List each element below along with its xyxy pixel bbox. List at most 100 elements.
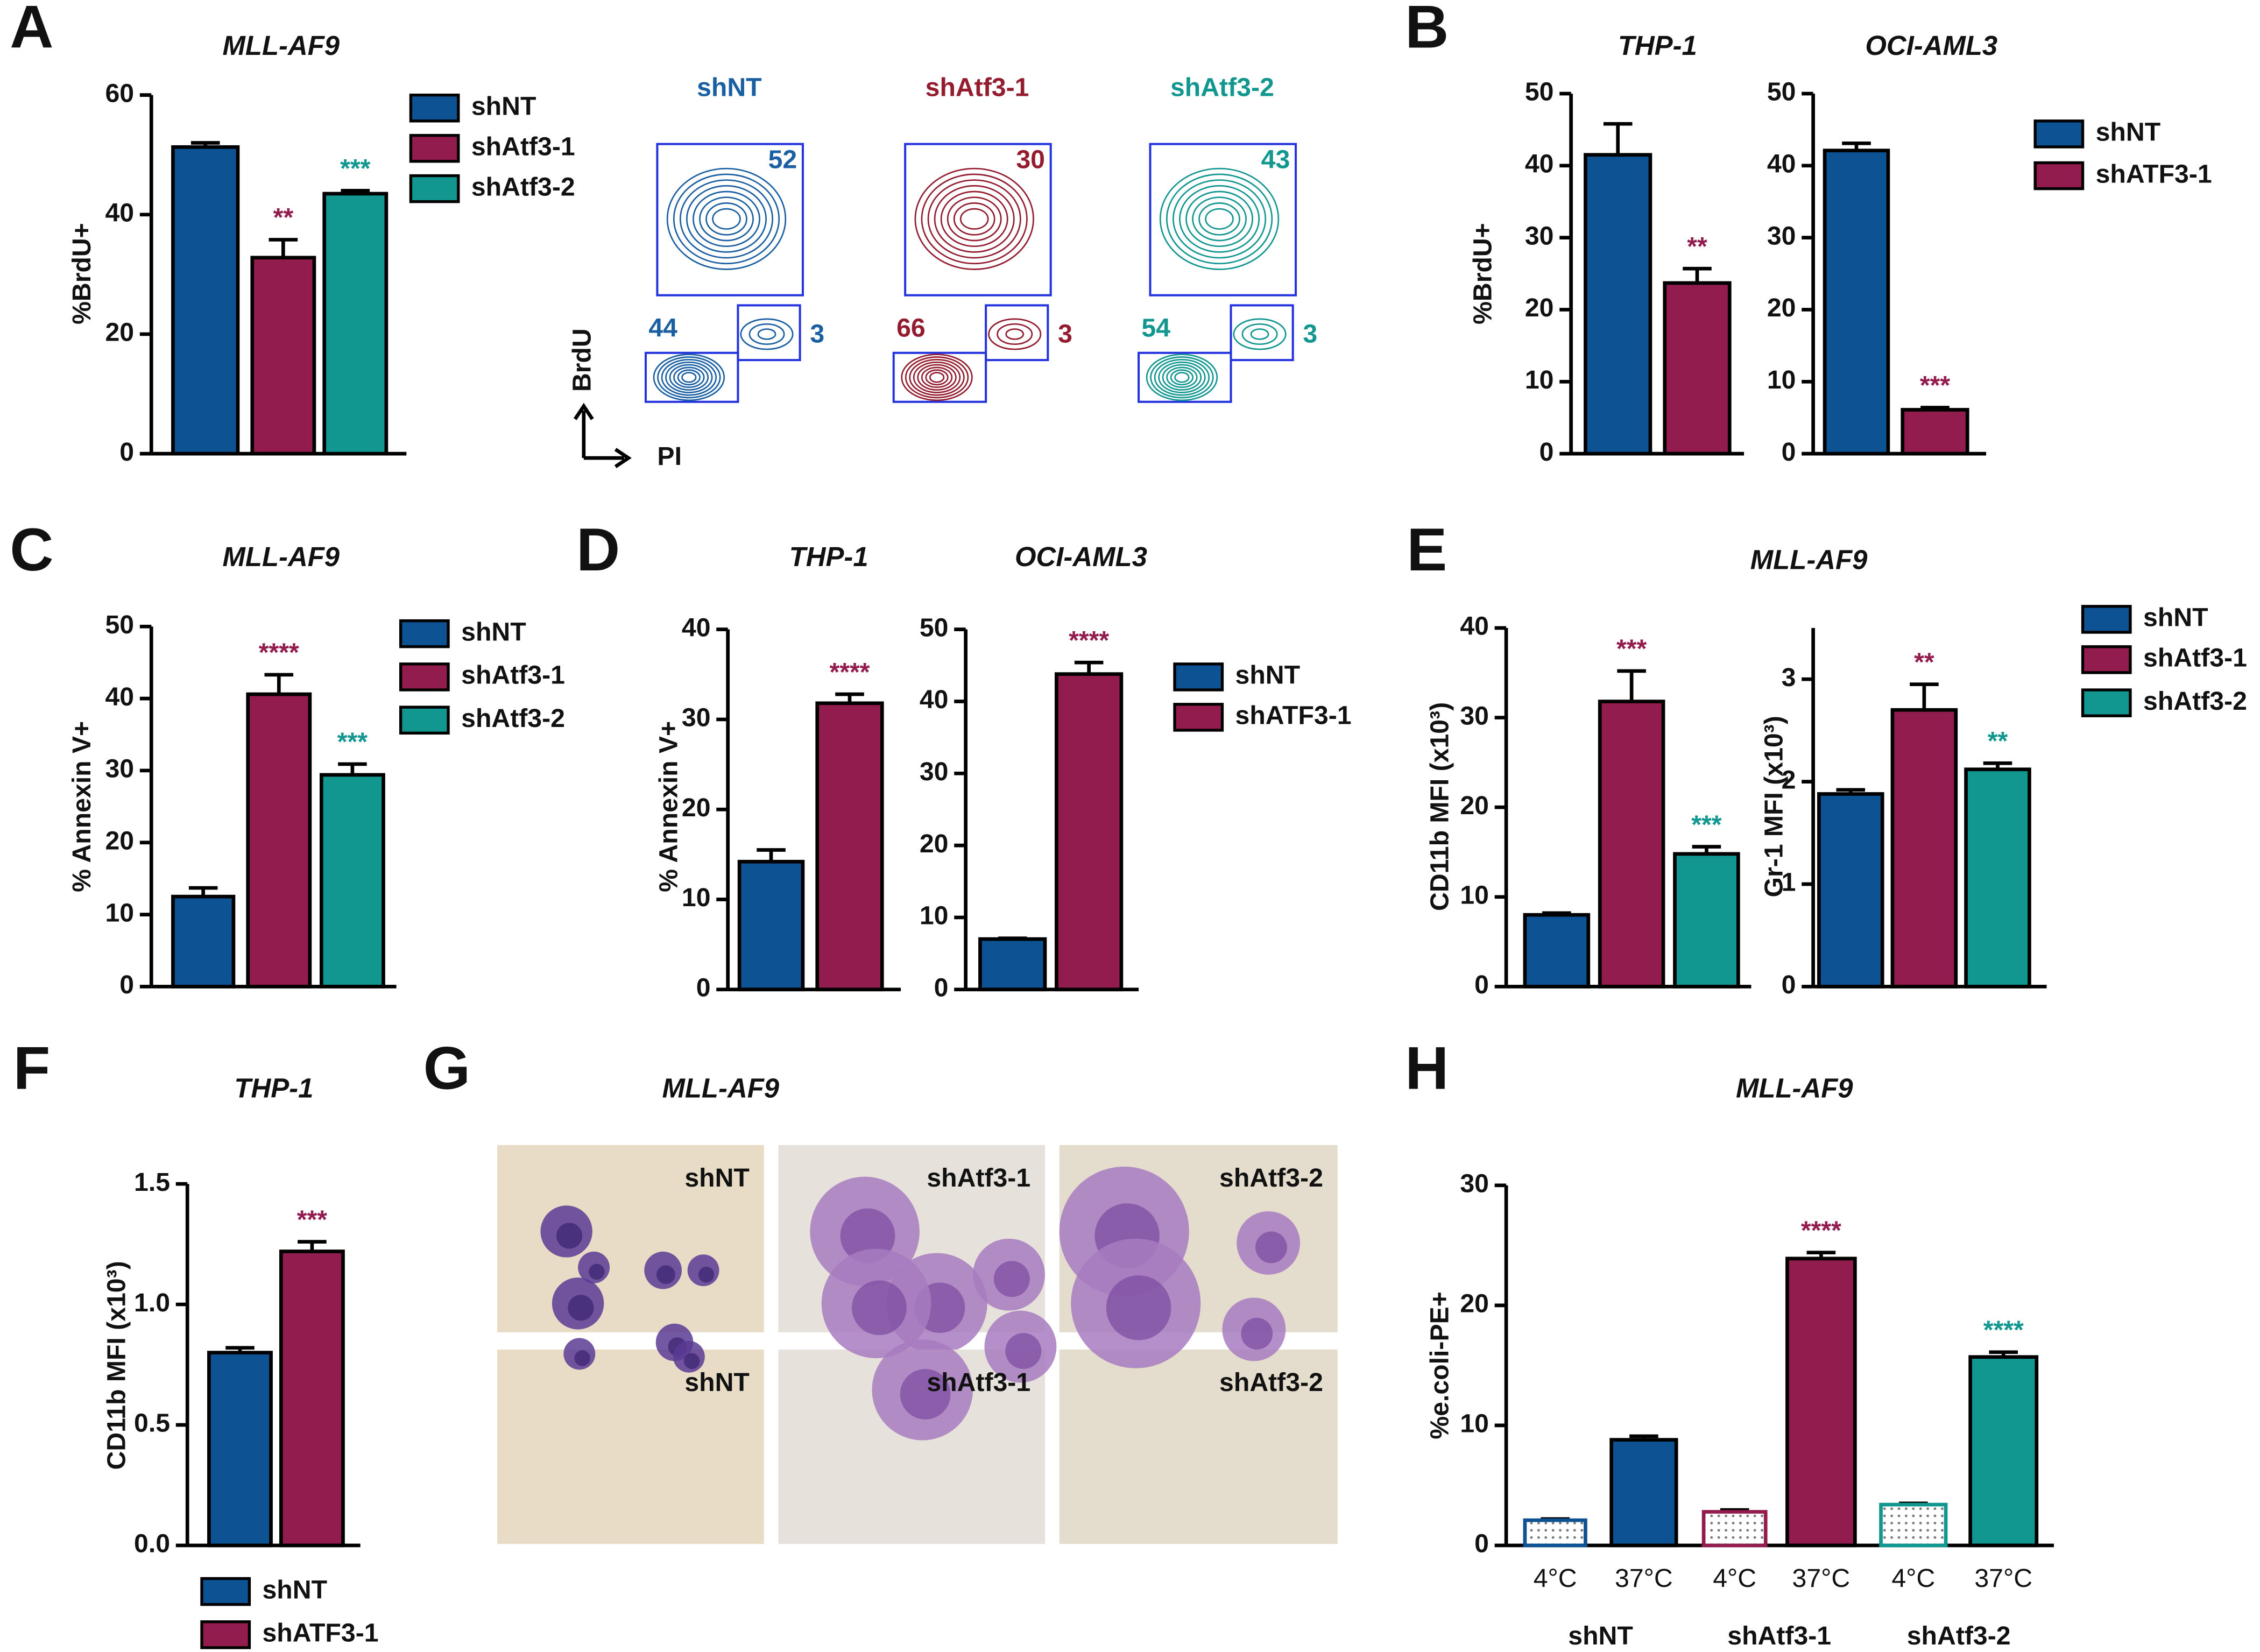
micrograph: [497, 1349, 764, 1544]
contour: [1205, 208, 1234, 230]
nucleus: [993, 1261, 1030, 1297]
bar: [322, 192, 389, 456]
y-tick-label: 1.5: [134, 1168, 170, 1197]
bar: [1609, 1438, 1678, 1548]
y-tick-label: 30: [1460, 701, 1489, 730]
y-tick-label: 10: [1767, 365, 1796, 394]
contour: [959, 208, 989, 230]
nucleus: [1255, 1231, 1287, 1263]
y-tick-label: 10: [682, 883, 711, 912]
significance: **: [1988, 727, 2008, 756]
contour: [953, 202, 995, 236]
significance: ***: [1920, 371, 1951, 400]
legend-label: shNT: [1235, 661, 1301, 690]
contour: [666, 167, 787, 270]
y-tick-label: 40: [105, 199, 134, 228]
contour: [934, 185, 1015, 253]
contour: [1166, 366, 1198, 389]
legend-label: shATF3-1: [2096, 159, 2212, 188]
subplot-title: THP-1: [789, 541, 868, 572]
contour: [1154, 358, 1210, 396]
contour: [1198, 202, 1240, 236]
bar: [1823, 149, 1890, 456]
contour: [917, 364, 957, 391]
y-tick-label: 50: [920, 613, 949, 642]
nucleus: [1005, 1333, 1042, 1369]
nucleus: [683, 1353, 700, 1369]
legend-swatch: [399, 662, 450, 691]
micrograph-label: shNT: [684, 1368, 750, 1397]
legend-label: shAtf3-2: [471, 172, 575, 201]
bar: [978, 937, 1047, 992]
group-label: shNT: [1568, 1621, 1633, 1650]
nucleus: [852, 1280, 907, 1336]
gate: [1138, 351, 1232, 403]
contour: [929, 372, 945, 383]
contour: [1005, 328, 1025, 340]
y-tick-label: 0: [1474, 970, 1489, 999]
micrograph-label: shNT: [684, 1163, 750, 1192]
nucleus: [1241, 1318, 1273, 1350]
y-tick-label: 10: [1460, 1409, 1489, 1438]
legend-swatch: [2033, 119, 2085, 149]
bar: [1785, 1256, 1857, 1548]
contour: [1173, 179, 1267, 259]
y-tick-label: 0: [934, 973, 949, 1003]
legend-swatch: [2033, 161, 2085, 190]
contour: [669, 364, 709, 391]
significance: ***: [337, 728, 368, 757]
y-axis-label: % Annexin V+: [654, 721, 683, 892]
bar: [1964, 767, 2031, 989]
y-tick-label: 20: [105, 827, 134, 856]
contour: [988, 318, 1042, 350]
y-tick-label: 30: [1460, 1169, 1489, 1198]
y-axis-label: %e.coli-PE+: [1425, 1291, 1454, 1439]
legend-swatch: [200, 1577, 251, 1606]
bar: [1523, 1518, 1587, 1548]
contour: [1150, 356, 1214, 399]
y-tick-label: 0: [1782, 437, 1796, 467]
panel-letter: B: [1405, 0, 1449, 61]
group-label: shAtf3-2: [1907, 1621, 2011, 1650]
nucleus: [1106, 1275, 1171, 1340]
arrow-head: [614, 448, 632, 468]
x-axis-label: PI: [657, 442, 682, 471]
legend-label: shNT: [2096, 118, 2161, 147]
y-tick-label: 50: [1767, 77, 1796, 107]
significance: ***: [297, 1205, 328, 1234]
subplot-title: THP-1: [1618, 30, 1697, 61]
contour: [712, 208, 741, 230]
gate: [644, 351, 739, 403]
contour: [1170, 369, 1194, 386]
panel-letter: G: [423, 1034, 471, 1102]
plot-title: shAtf3-1: [926, 73, 1029, 102]
y-tick-label: 30: [1767, 221, 1796, 250]
y-tick-label: 10: [1460, 881, 1489, 910]
bar: [171, 145, 240, 456]
y-tick-label: 20: [920, 829, 949, 858]
gate-value: 44: [648, 314, 677, 343]
nucleus: [568, 1295, 594, 1321]
gate-value: 43: [1261, 145, 1290, 174]
contour: [673, 173, 780, 265]
contour: [1146, 354, 1218, 401]
gate: [892, 351, 987, 403]
contour: [927, 179, 1021, 259]
legend-swatch: [1173, 703, 1224, 732]
bar: [1968, 1355, 2039, 1548]
gate-value: 3: [1303, 319, 1317, 348]
significance: ***: [1691, 810, 1722, 839]
panel-title: MLL-AF9: [662, 1073, 779, 1104]
significance: ****: [829, 658, 870, 687]
bar: [207, 1351, 273, 1548]
bar: [1817, 792, 1884, 989]
gate-value: 66: [896, 314, 926, 343]
y-axis-label: % Annexin V+: [67, 721, 96, 892]
contour: [1158, 361, 1206, 393]
micrograph-label: shAtf3-2: [1219, 1163, 1323, 1192]
bar: [1598, 700, 1665, 989]
contour: [1179, 185, 1260, 253]
nucleus: [589, 1263, 605, 1280]
gate-value: 52: [768, 145, 797, 174]
